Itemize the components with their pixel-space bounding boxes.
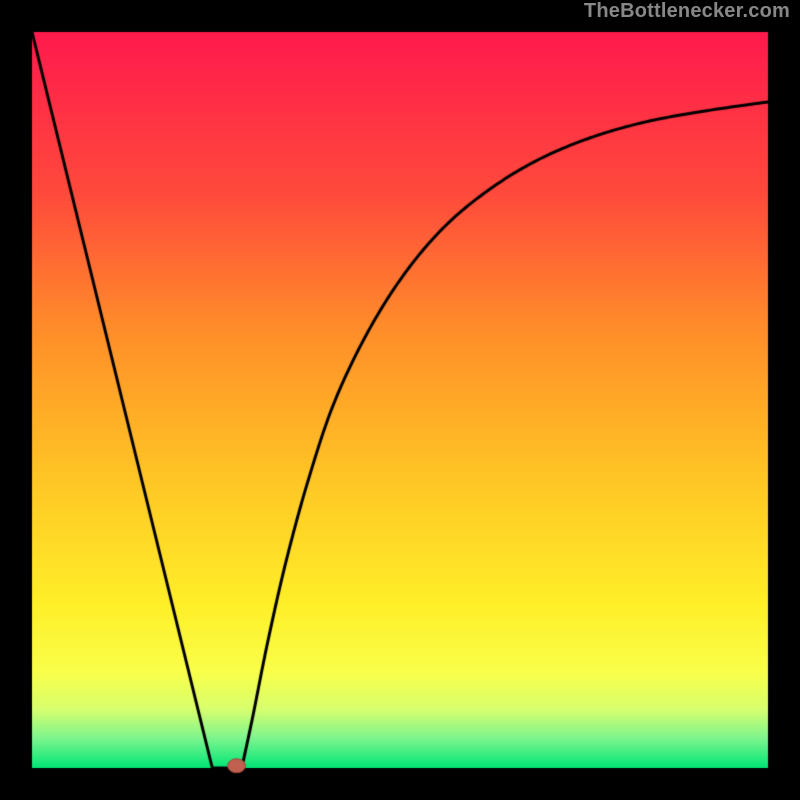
bottleneck-chart-canvas xyxy=(0,0,800,800)
chart-container: TheBottlenecker.com xyxy=(0,0,800,800)
watermark-label: TheBottlenecker.com xyxy=(584,0,790,23)
